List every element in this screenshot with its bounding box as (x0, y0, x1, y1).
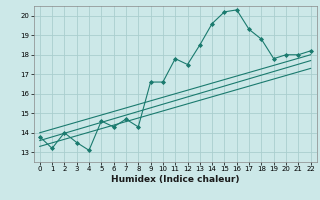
X-axis label: Humidex (Indice chaleur): Humidex (Indice chaleur) (111, 175, 239, 184)
